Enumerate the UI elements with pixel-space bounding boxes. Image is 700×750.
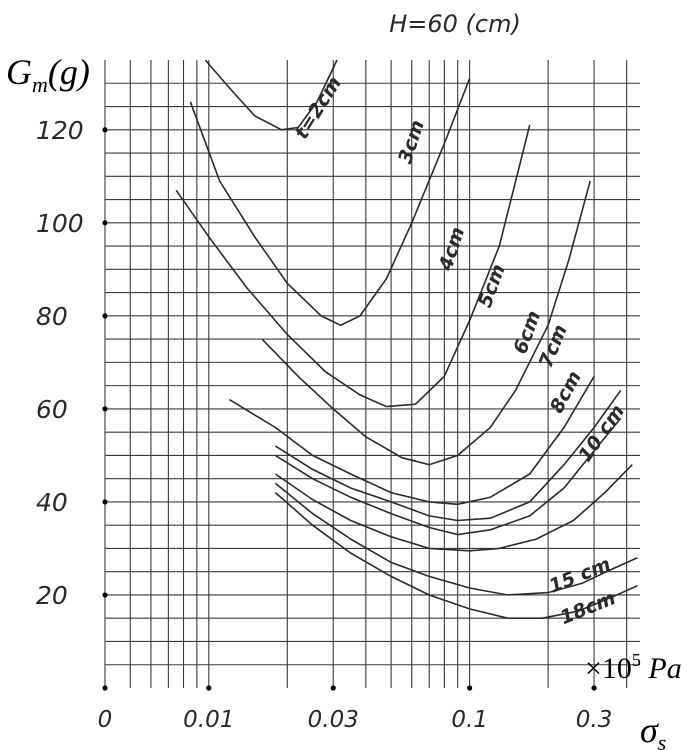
x-tick-mark — [206, 685, 212, 691]
curve-18cm — [274, 491, 638, 619]
x-tick-mark — [102, 685, 108, 691]
curve-label-10cm: 10 cm — [574, 401, 629, 466]
y-tick-label: 80 — [36, 302, 68, 331]
curve-4cm — [175, 124, 531, 408]
x-tick-label: 0.01 — [183, 707, 234, 733]
x-tick-mark — [467, 685, 473, 691]
y-axis-label: Gm(g) — [6, 52, 90, 97]
svg-text:×105 Pa: ×105 Pa — [585, 650, 682, 685]
curve-label-3cm: 3cm — [394, 117, 429, 166]
y-axis-label-rest: (g) — [48, 52, 90, 92]
curve-t2cm — [204, 59, 338, 131]
curve-label-4cm: 4cm — [434, 224, 469, 274]
x-unit-prefix: ×10 — [585, 652, 632, 685]
y-tick-label: 120 — [36, 116, 84, 145]
y-tick-mark — [102, 220, 108, 226]
x-tick-mark — [591, 685, 597, 691]
curve-label-18cm: 18cm — [557, 587, 619, 629]
curve-3cm — [189, 78, 471, 327]
y-tick-label: 60 — [36, 395, 68, 424]
curve-15cm — [274, 482, 638, 596]
axis-ticks: 20 40 60 80 100 120 0 0.01 0.03 0.1 0.3 — [36, 116, 612, 733]
grid — [104, 60, 640, 688]
chart-title: H=60 (cm) — [389, 10, 521, 38]
curve-10cm — [274, 464, 633, 552]
x-tick-label: 0.3 — [576, 707, 613, 733]
x-axis-symbol: σs — [640, 710, 666, 750]
y-tick-mark — [102, 406, 108, 412]
y-tick-mark — [102, 499, 108, 505]
curve-7cm — [274, 389, 622, 522]
y-tick-label: 40 — [36, 488, 68, 517]
x-tick-label: 0.1 — [451, 707, 488, 733]
x-unit-label: ×105 Pa — [585, 650, 682, 685]
y-tick-mark — [102, 127, 108, 133]
x-symbol-sub: s — [658, 730, 667, 750]
curves — [175, 59, 638, 619]
x-tick-label: 0 — [98, 707, 113, 733]
x-tick-mark — [330, 685, 336, 691]
x-symbol-main: σ — [640, 710, 659, 750]
y-tick-label: 20 — [36, 581, 68, 610]
y-tick-mark — [102, 313, 108, 319]
curve-label-5cm: 5cm — [474, 261, 510, 310]
x-tick-label: 0.03 — [308, 707, 359, 733]
x-unit-name: Pa — [641, 652, 682, 685]
curve-6cm — [228, 375, 595, 506]
y-tick-label: 100 — [36, 209, 84, 238]
curve-label-7cm: 7cm — [535, 322, 572, 371]
y-axis-label-sub: m — [32, 72, 48, 97]
x-unit-exponent: 5 — [632, 650, 641, 670]
svg-text:Gm(g): Gm(g) — [6, 52, 90, 97]
curve-8cm — [274, 417, 622, 536]
y-axis-label-main: G — [6, 52, 32, 92]
curve-5cm — [261, 180, 591, 466]
y-tick-mark — [102, 592, 108, 598]
svg-text:σs: σs — [640, 710, 666, 750]
